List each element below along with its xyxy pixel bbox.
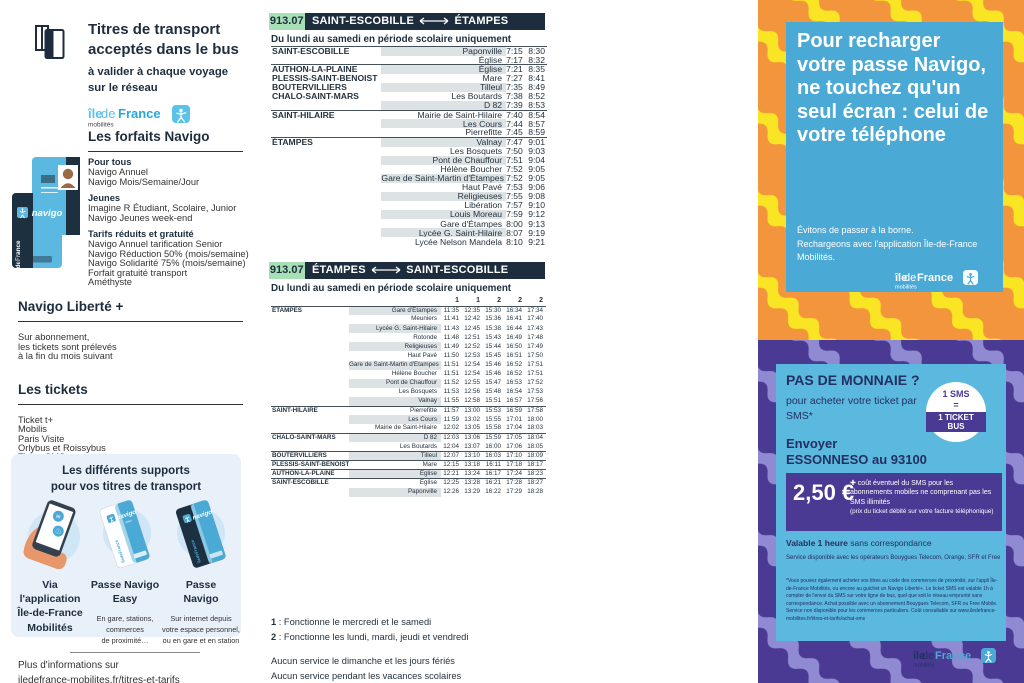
svg-text:France: France	[917, 272, 953, 284]
svg-text:mobilités: mobilités	[88, 122, 114, 128]
svg-text:navigo: navigo	[32, 208, 63, 219]
svg-text:de: de	[922, 650, 934, 662]
svg-text:France: France	[935, 650, 971, 662]
svg-text:France: France	[118, 106, 161, 121]
svg-text:de: de	[101, 106, 115, 121]
svg-text:mobilités: mobilités	[895, 285, 917, 291]
svg-text:îledeFrance: îledeFrance	[15, 240, 22, 270]
svg-text:de: de	[904, 272, 916, 284]
svg-text:mobilités: mobilités	[913, 663, 935, 669]
